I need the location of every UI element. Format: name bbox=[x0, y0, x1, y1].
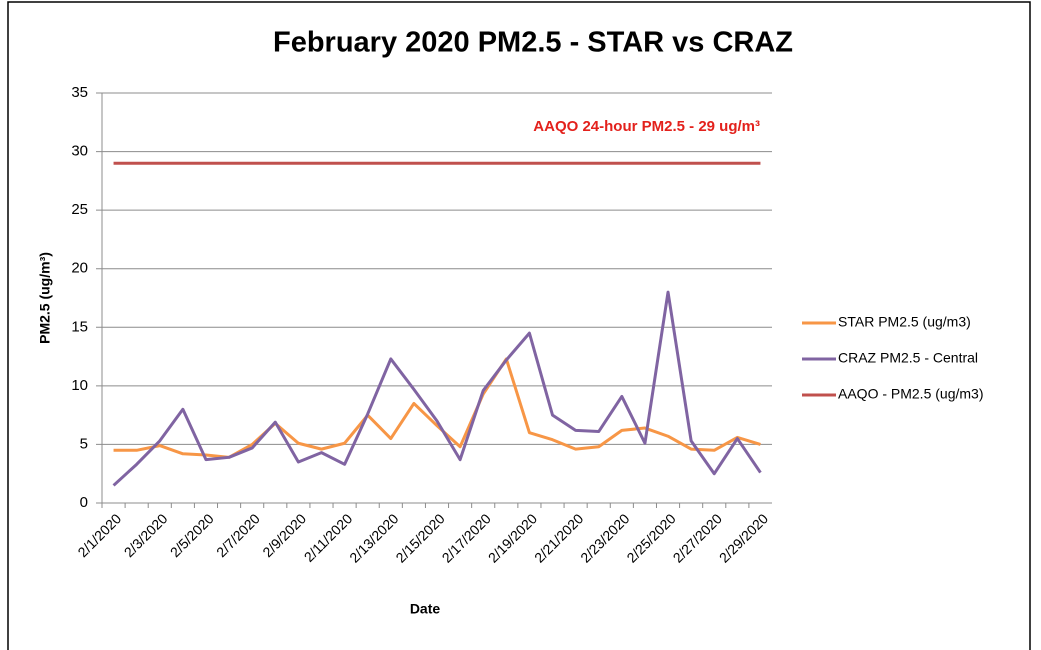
x-tick-label: 2/15/2020 bbox=[392, 510, 448, 566]
x-axis-label: Date bbox=[410, 601, 441, 617]
frame bbox=[7, 1, 1031, 650]
chart-title: February 2020 PM2.5 - STAR vs CRAZ bbox=[273, 27, 793, 59]
y-tick-label: 30 bbox=[71, 143, 88, 160]
x-tick-label: 2/21/2020 bbox=[531, 510, 587, 566]
x-tick-label: 2/3/2020 bbox=[121, 510, 171, 560]
annotation: AAQO 24-hour PM2.5 - 29 ug/m³ bbox=[533, 118, 760, 135]
x-tick-label: 2/19/2020 bbox=[485, 510, 541, 566]
x-tick-label: 2/23/2020 bbox=[577, 510, 633, 566]
y-tick-label: 10 bbox=[71, 377, 88, 394]
x-tick-label: 2/29/2020 bbox=[716, 510, 772, 566]
y-tick-label: 0 bbox=[80, 494, 88, 511]
x-tick-label: 2/25/2020 bbox=[623, 510, 679, 566]
legend-label: AAQO - PM2.5 (ug/m3) bbox=[838, 386, 983, 402]
x-tick-label: 2/1/2020 bbox=[74, 510, 124, 560]
series-line bbox=[112, 290, 762, 487]
y-tick-label: 20 bbox=[71, 260, 88, 277]
y-tick-label: 5 bbox=[80, 435, 88, 452]
y-axis-label: PM2.5 (ug/m³) bbox=[37, 252, 53, 344]
legend-label: CRAZ PM2.5 - Central bbox=[838, 350, 978, 366]
x-tick-label: 2/5/2020 bbox=[167, 510, 217, 560]
x-tick-label: 2/13/2020 bbox=[346, 510, 402, 566]
series-line bbox=[113, 357, 761, 459]
y-tick-label: 15 bbox=[71, 318, 88, 335]
x-tick-label: 2/7/2020 bbox=[213, 510, 263, 560]
y-tick-label: 25 bbox=[71, 201, 88, 218]
y-tick-label: 35 bbox=[71, 84, 88, 101]
x-tick-label: 2/27/2020 bbox=[670, 510, 726, 566]
x-tick-label: 2/17/2020 bbox=[439, 510, 495, 566]
legend-label: STAR PM2.5 (ug/m3) bbox=[838, 314, 971, 330]
